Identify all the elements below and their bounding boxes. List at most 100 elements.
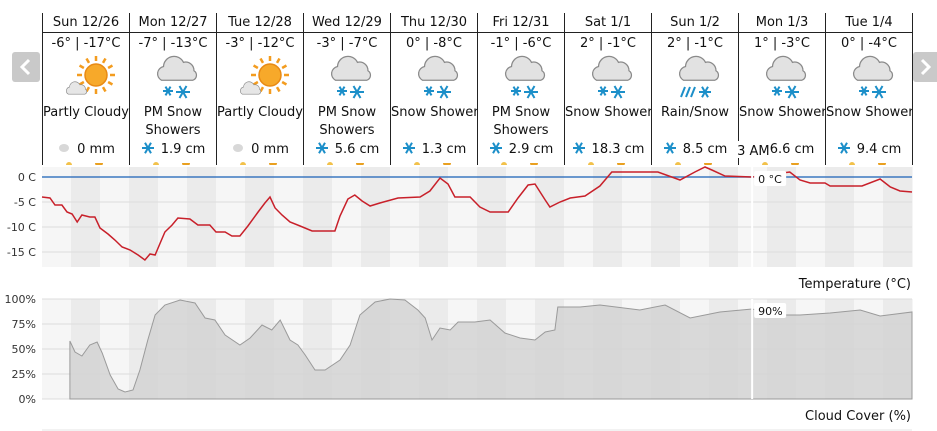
precip-icon [315,142,328,154]
day-column: Tue 1/4 0° | -4°C Snow Showers 9.4 cm [825,13,913,165]
day-markers [414,162,451,165]
day-condition: PM Snow Showers [491,105,551,138]
rain-drop [685,86,691,98]
background-stripe [535,167,565,267]
rain-drop [690,86,696,98]
moon-dot [588,162,594,165]
cursor-label-bg [754,303,787,318]
day-column: Sun 12/26 -6° | -17°C Partly Cloudy 0 mm [42,13,129,165]
cloud [418,55,459,81]
sun-dot [443,163,451,165]
day-condition: Partly Cloudy [217,105,303,120]
background-stripe [419,167,449,267]
cursor-label-bg [754,171,787,186]
background-stripe [825,167,855,267]
day-precip: 8.5 cm [652,140,738,160]
button-bg [913,52,937,82]
day-temps: 0° | -8°C [406,36,462,51]
y-tick-label: 0 C [18,171,36,184]
snowflake-arm [164,86,172,96]
background-stripe [477,167,507,267]
background-stripe [680,167,710,267]
sun-ray [107,80,114,86]
day-column: Sat 1/1 2° | -1°C Snow Showers 18.3 cm [564,13,651,165]
background-stripe [216,167,246,267]
day-condition: Snow Showers [565,105,651,120]
background-stripe [42,167,72,267]
cursor-label: 0 °C [758,173,782,186]
moon-dot [327,162,333,165]
day-temps: 2° | -1°C [667,36,723,51]
background-stripe [448,167,478,267]
sun-ray [275,57,281,64]
day-column: Fri 12/31 -1° | -6°C PM Snow Showers 2.9 cm [477,13,564,165]
weather-icon [240,56,289,95]
precip-amount: 18.3 cm [591,142,645,157]
day-date: Mon 1/3 [739,13,825,33]
snowflake-arm [773,86,781,96]
sun-ray [252,80,259,86]
y-tick-label: 25% [12,368,36,381]
moon-dot [501,162,507,165]
weather-icon [505,55,546,99]
sun-dot [95,163,103,165]
precip-icon [141,142,154,154]
moon-dot [414,162,420,165]
day-date: Sun 12/26 [43,13,129,33]
background-stripe [622,167,652,267]
y-tick-label: 100% [5,293,36,306]
chart-title: Cloud Cover (%) [805,409,911,424]
day-date: Mon 12/27 [130,13,216,33]
precip-icon [663,142,676,154]
day-date: Thu 12/30 [391,13,477,33]
day-condition: PM Snow Showers [143,105,203,138]
prev-button[interactable] [12,52,40,82]
sun-ray [259,57,265,64]
time-tooltip-bg [736,141,769,158]
background-stripe [274,167,304,267]
weather-icon [157,55,198,99]
day-precip: 0 mm [217,140,303,160]
cloud [66,81,88,95]
background-stripe [303,167,333,267]
sun-ray [101,57,107,64]
sun-ray [78,80,85,86]
moon-dot [153,162,159,165]
day-date: Wed 12/29 [304,13,390,33]
snowflake-arm [574,142,583,154]
snowflake-arm [874,85,884,99]
precip-amount: 1.9 cm [160,142,206,157]
day-condition: Snow Showers [826,105,912,120]
precip-icon [489,142,502,154]
snowflake-arm [665,142,674,154]
background-stripe [506,167,536,267]
background-stripe [361,167,391,267]
button-bg [12,52,40,82]
moon-dot [675,162,681,165]
day-precip: 2.9 cm [478,140,564,160]
day-condition: Partly Cloudy [43,105,129,120]
weather-icon [418,55,459,99]
next-button[interactable] [913,52,937,82]
day-date: Fri 12/31 [478,13,564,33]
day-temps: 2° | -1°C [580,36,636,51]
day-condition: PM Snow Showers [317,105,377,138]
weather-icon [331,55,372,99]
cloud [157,55,198,81]
day-date: Sat 1/1 [565,13,651,33]
precip-icon [572,142,585,154]
drop-icon [59,144,70,152]
y-tick-label: 0% [19,393,36,406]
sun [258,63,282,87]
snowflake-arm [860,86,868,96]
cloud [853,55,894,81]
day-precip: 5.6 cm [304,140,390,160]
sun-dot [617,163,625,165]
cloud [505,55,546,81]
day-markers [153,162,190,165]
weather-icon [592,55,633,99]
snowflake-arm [439,85,449,99]
background-stripe [651,167,681,267]
weather-icon [66,56,115,95]
